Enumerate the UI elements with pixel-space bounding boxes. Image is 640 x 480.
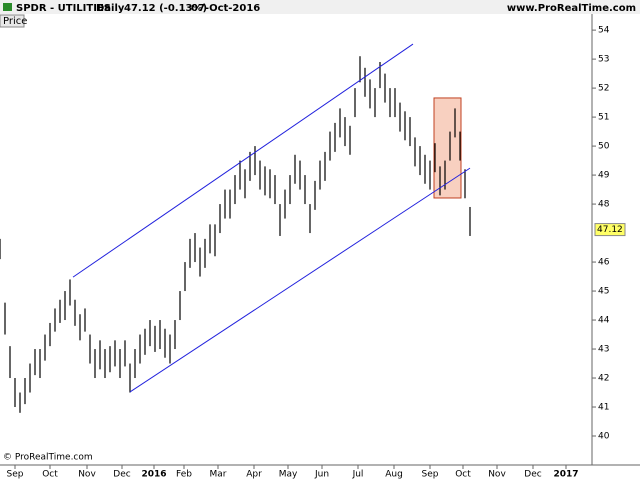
x-tick-label: May [279,470,298,480]
panel-label-box [0,14,25,28]
x-tick-label: Sep [422,470,439,480]
channel-line [129,167,471,393]
x-tick-label: Dec [524,470,541,480]
symbol: SPDR - UTILITIES [16,3,111,14]
x-tick-label: Oct [42,470,58,480]
date: 07-Oct-2016 [191,3,260,14]
x-tick-label: Nov [78,470,96,480]
x-tick-label: Oct [455,470,471,480]
y-tick-label: 42 [598,374,609,384]
last-price-label: 47.12 [597,225,623,235]
site: www.ProRealTime.com [507,3,636,14]
x-tick-label: Apr [246,470,262,480]
x-tick-label: Aug [385,470,403,480]
x-tick-label: Mar [210,470,227,480]
y-tick-label: 46 [598,258,610,268]
x-tick-label: Sep [7,470,24,480]
panel-label: Price [3,16,27,27]
header-bar [0,0,640,14]
x-tick-label: Jul [352,470,364,480]
channel-line [72,43,414,278]
y-tick-label: 44 [598,316,610,326]
quote: 47.12 (-0.13%) [124,3,207,14]
y-tick-label: 53 [598,55,609,65]
period: Daily [96,3,125,14]
y-tick-label: 45 [598,287,609,297]
y-tick-label: 52 [598,84,609,94]
logo [3,3,12,11]
y-tick-label: 49 [598,171,610,181]
y-tick-label: 40 [598,432,610,442]
x-tick-label: Dec [113,470,130,480]
x-tick-label: 2016 [141,470,166,480]
y-tick-label: 41 [598,403,609,413]
y-tick-label: 50 [598,142,610,152]
x-tick-label: Jun [314,470,329,480]
y-tick-label: 51 [598,113,609,123]
highlight-box [433,97,462,199]
x-tick-label: Nov [488,470,506,480]
x-tick-label: 2017 [553,470,578,480]
x-tick-label: Feb [176,470,192,480]
y-tick-label: 54 [598,26,610,36]
copyright: © ProRealTime.com [3,453,93,463]
y-tick-label: 43 [598,345,609,355]
y-tick-label: 48 [598,200,610,210]
last-price-box [594,223,626,237]
